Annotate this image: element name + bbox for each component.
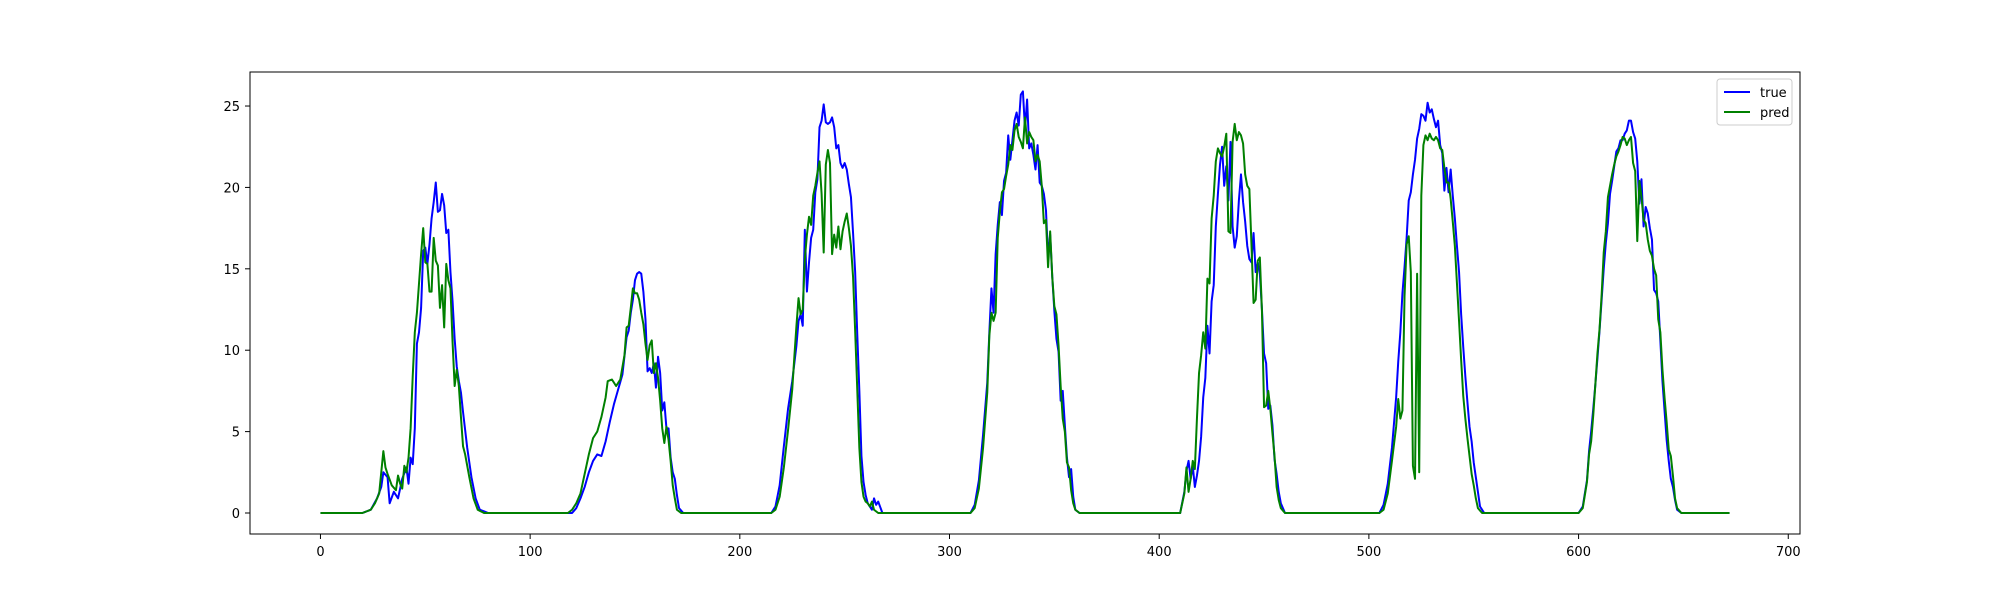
plot-frame [249, 71, 1801, 535]
series-line-pred [320, 116, 1730, 514]
legend-label-pred: pred [1760, 106, 1790, 121]
y-tick-label: 10 [223, 344, 240, 359]
x-axis: 0 100 200 300 400 500 600 700 [316, 534, 1801, 560]
x-tick-label: 300 [937, 545, 962, 560]
series-layer [320, 90, 1730, 514]
legend: true pred [1716, 78, 1793, 126]
x-tick-label: 500 [1356, 545, 1381, 560]
x-tick-label: 100 [518, 545, 543, 560]
x-tick-label: 400 [1147, 545, 1172, 560]
y-tick-label: 15 [223, 263, 240, 278]
x-tick-label: 700 [1776, 545, 1801, 560]
y-axis: 0 5 10 15 20 25 [223, 100, 250, 522]
y-tick-label: 20 [223, 181, 240, 196]
y-tick-label: 0 [232, 507, 240, 522]
y-tick-label: 5 [232, 426, 240, 441]
legend-label-true: true [1760, 86, 1787, 101]
y-tick-label: 25 [223, 100, 240, 115]
x-tick-label: 600 [1566, 545, 1591, 560]
x-tick-label: 0 [316, 545, 324, 560]
x-tick-label: 200 [727, 545, 752, 560]
legend-box [1716, 78, 1793, 126]
